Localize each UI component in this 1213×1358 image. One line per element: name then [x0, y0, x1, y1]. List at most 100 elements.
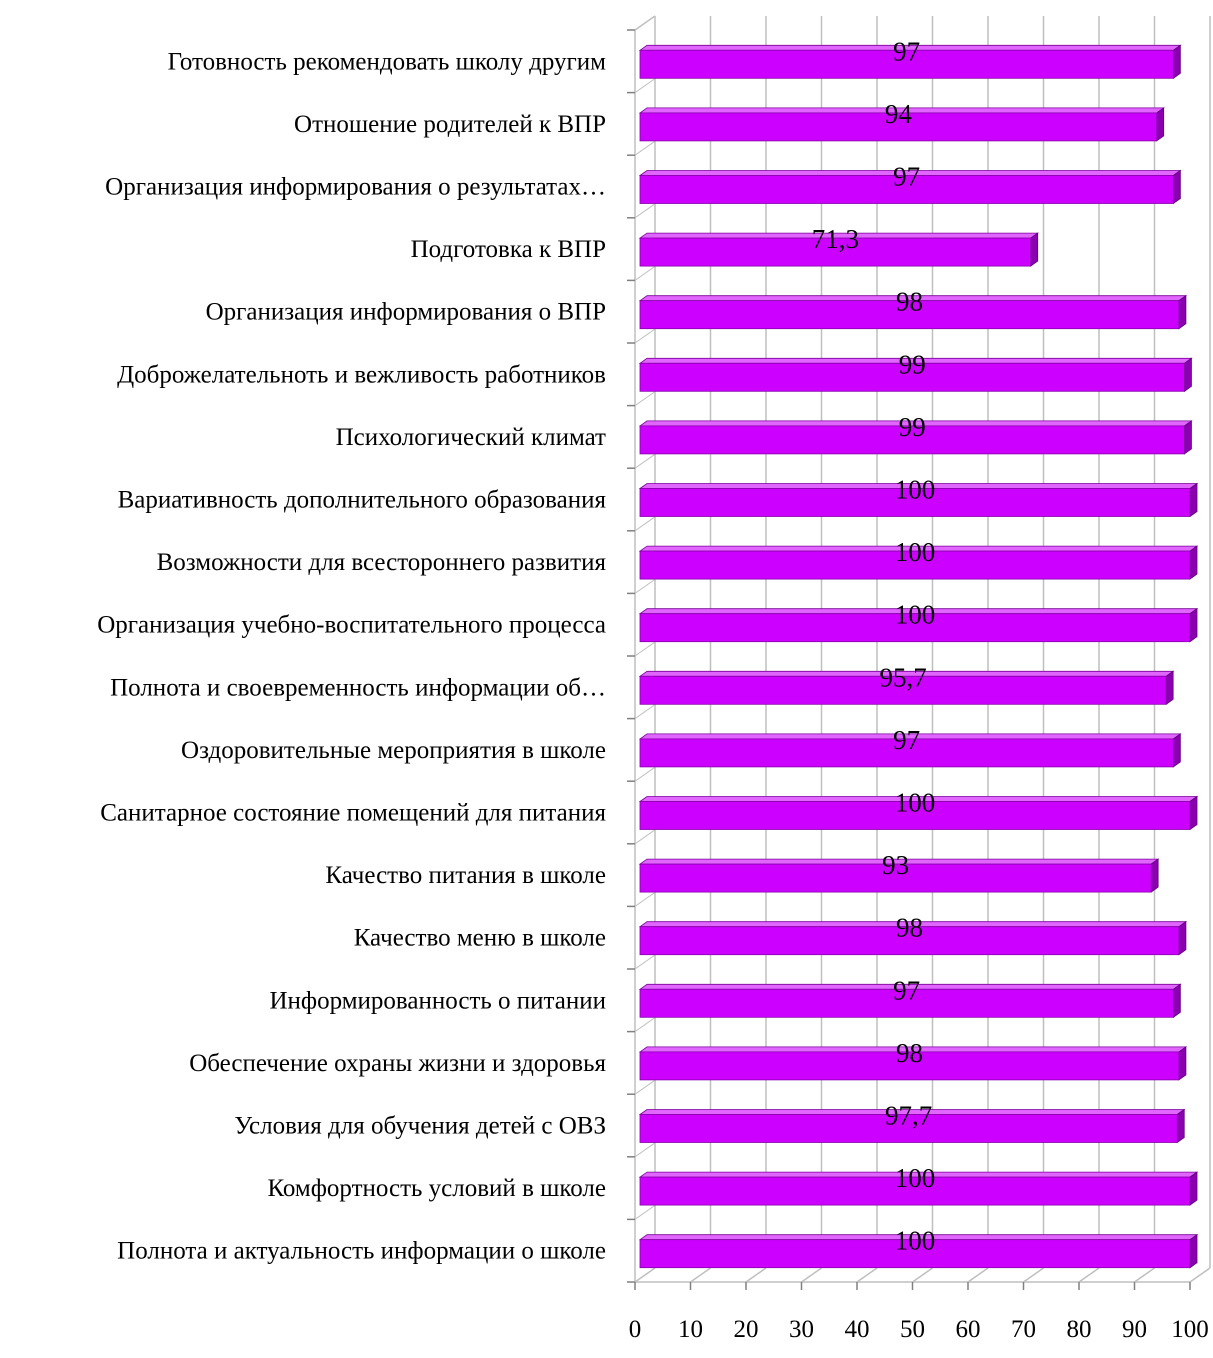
bar	[639, 988, 1174, 1018]
category-label: Возможности для всестороннего развития	[157, 549, 607, 576]
category-label: Психологический климат	[336, 424, 606, 451]
labels-layer: 0 10 20 30 40 50 60 70 80 90 100 97 Готовность реком…	[97, 36, 1209, 1343]
bar-side-face	[1178, 294, 1187, 330]
data-label: 100	[895, 600, 936, 630]
category-label: Условия для обучения детей с ОВЗ	[234, 1113, 606, 1140]
wall-separator	[634, 578, 656, 594]
bar-side-face	[1178, 920, 1187, 956]
data-label: 97,7	[885, 1101, 932, 1131]
bar-side-face	[1189, 482, 1198, 518]
bar-side-face	[1189, 1171, 1198, 1206]
bar	[639, 175, 1174, 204]
category-label: Оздоровительные мероприятия в школе	[181, 737, 606, 764]
bar-side-face	[1172, 733, 1181, 768]
data-label: 97	[893, 975, 920, 1005]
floor-gridline	[1023, 1267, 1044, 1283]
x-tick-label: 40	[845, 1316, 870, 1343]
x-tick-label: 60	[956, 1316, 981, 1343]
x-tick-label: 0	[629, 1316, 642, 1343]
floor-gridline	[801, 1267, 822, 1283]
wall-separator	[634, 15, 656, 31]
data-label: 97	[893, 162, 920, 192]
wall-separator	[634, 453, 656, 469]
data-label: 100	[895, 1163, 936, 1193]
bar	[639, 1239, 1191, 1269]
wall-separator	[634, 516, 656, 532]
data-label: 98	[896, 287, 923, 317]
bar-side-face	[1172, 169, 1181, 205]
category-label: Готовность рекомендовать школу другим	[168, 48, 607, 75]
wall-separator	[634, 891, 656, 907]
category-label: Подготовка к ВПР	[411, 236, 606, 263]
x-tick-label: 50	[900, 1316, 925, 1343]
data-label: 95,7	[879, 662, 926, 692]
category-label: Информированность о питании	[269, 987, 606, 1014]
bar	[639, 49, 1174, 79]
wall-separator	[634, 78, 656, 94]
bar-side-face	[1150, 858, 1159, 893]
bar-side-face	[1189, 795, 1198, 831]
data-label: 94	[885, 99, 913, 129]
data-label: 100	[895, 537, 936, 567]
data-label: 71,3	[812, 224, 859, 254]
bar	[639, 863, 1152, 893]
floor-gridline	[745, 1267, 767, 1283]
data-label: 100	[895, 475, 936, 505]
wall-separator	[634, 704, 656, 720]
x-tick-label: 100	[1171, 1316, 1209, 1343]
grid-layer	[634, 16, 1211, 1283]
axis-layer	[627, 15, 1191, 1290]
bar	[639, 237, 1032, 267]
data-label: 97	[893, 725, 920, 755]
bar-side-face	[1184, 357, 1192, 393]
bar	[639, 926, 1180, 956]
bar-side-face	[1172, 983, 1181, 1019]
floor-gridline	[856, 1267, 878, 1283]
wall-separator	[634, 328, 656, 344]
bar	[639, 1114, 1178, 1143]
wall-separator	[634, 1017, 656, 1033]
bar	[639, 1051, 1180, 1081]
category-label: Организация информирования о результатах…	[105, 174, 606, 201]
floor-gridline	[912, 1267, 933, 1283]
category-label: Вариативность дополнительного образовани…	[118, 487, 607, 514]
category-label: Качество меню в школе	[354, 925, 606, 952]
wall-separator	[634, 203, 656, 219]
x-tick-label: 80	[1067, 1316, 1092, 1343]
category-label: Полнота и своевременность информации об…	[110, 674, 606, 701]
bar	[639, 362, 1185, 392]
bar-side-face	[1189, 545, 1198, 580]
bars-layer	[638, 44, 1199, 1269]
bar	[639, 738, 1174, 768]
bar-side-face	[1184, 420, 1192, 455]
bar	[639, 675, 1167, 705]
bar	[639, 550, 1191, 580]
bar	[639, 425, 1185, 455]
wall-separator	[634, 1079, 656, 1095]
data-label: 98	[896, 913, 923, 943]
data-label: 97	[893, 36, 920, 66]
bar	[639, 1176, 1191, 1206]
wall-separator	[634, 1142, 656, 1158]
wall-separator	[634, 140, 656, 156]
bar	[639, 112, 1158, 142]
bar	[639, 613, 1191, 643]
category-label: Полнота и актуальность информации о школ…	[117, 1238, 606, 1265]
wall-separator	[634, 641, 656, 657]
x-tick-label: 10	[678, 1316, 703, 1343]
wall-separator	[634, 265, 656, 281]
data-label: 99	[899, 349, 926, 379]
data-label: 100	[895, 1226, 936, 1256]
bar-side-face	[1176, 1108, 1185, 1144]
category-label: Отношение родителей к ВПР	[294, 111, 606, 138]
bar-side-face	[1189, 1233, 1198, 1269]
bar	[639, 801, 1191, 830]
floor-gridline	[1078, 1267, 1100, 1283]
category-label: Доброжелательноть и вежливость работнико…	[117, 361, 606, 388]
bar-side-face	[1156, 107, 1165, 142]
category-label: Качество питания в школе	[325, 862, 606, 889]
category-label: Санитарное состояние помещений для питан…	[100, 800, 606, 827]
category-label: Организация информирования о ВПР	[206, 299, 606, 326]
wall-separator	[634, 391, 656, 407]
